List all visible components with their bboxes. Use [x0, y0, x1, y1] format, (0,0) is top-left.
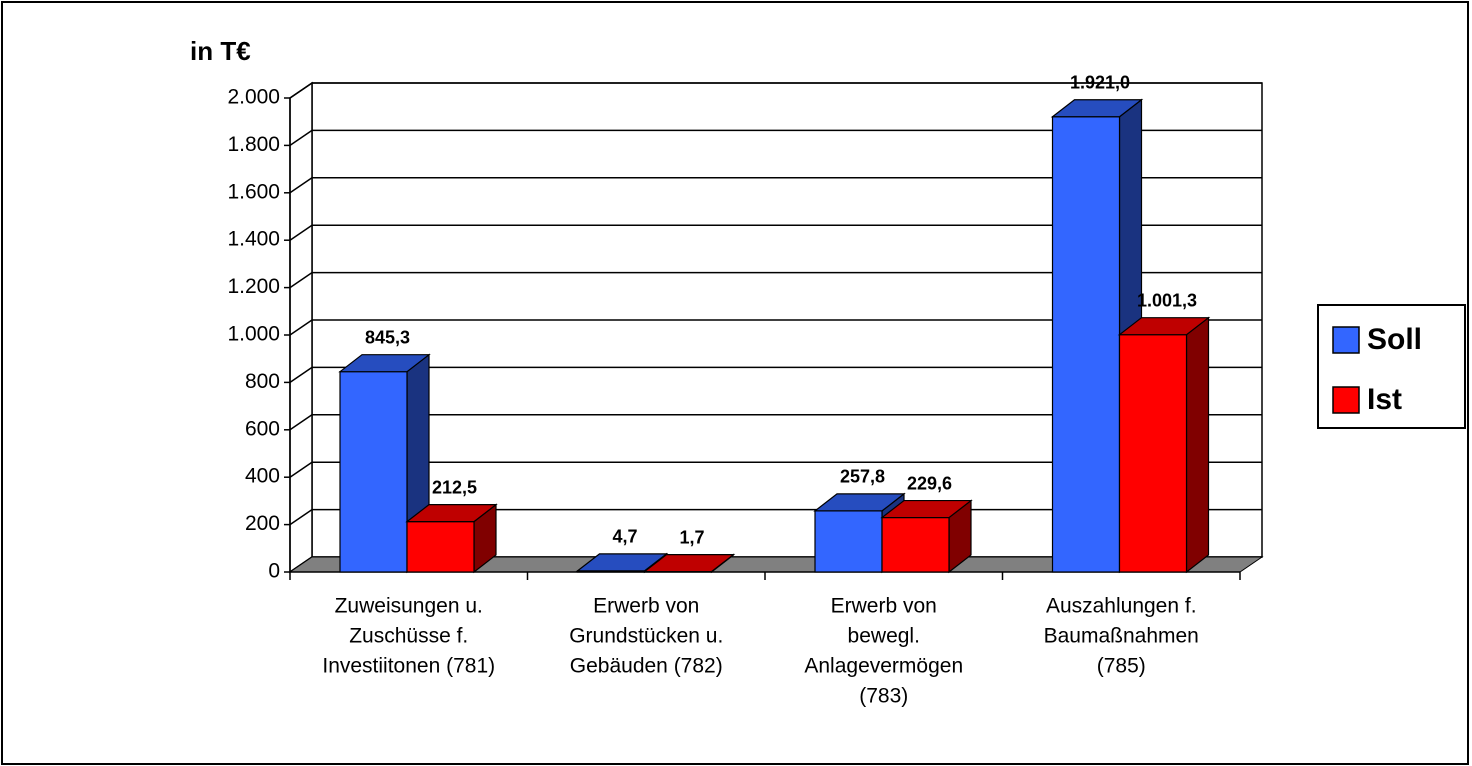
y-tick-label: 1.600: [227, 180, 280, 203]
bar-top: [575, 553, 669, 572]
y-tick-label: 0: [268, 560, 280, 583]
grid-line: [289, 271, 313, 289]
value-label: 4,7: [612, 527, 637, 547]
value-label: 229,6: [907, 473, 952, 493]
bar-top: [1050, 99, 1144, 118]
x-tick-label: Grundstücken u.: [569, 625, 723, 648]
value-label: 1,7: [679, 527, 704, 547]
y-tick-label: 400: [245, 465, 280, 488]
y-tick-label: 600: [245, 417, 280, 440]
x-tick-label: bewegl.: [848, 625, 920, 648]
y-tick-label: 1.400: [227, 228, 280, 251]
grid-line: [289, 508, 313, 526]
bar-top: [338, 354, 431, 373]
y-tick-label: 1.200: [227, 275, 280, 298]
x-tick-label: Baumaßnahmen: [1044, 625, 1199, 648]
grid-line: [289, 82, 313, 99]
y-tick-label: 1.000: [227, 323, 280, 346]
grid-line: [289, 414, 313, 431]
grid-line: [289, 366, 313, 384]
bar-top: [405, 504, 498, 523]
bar: [1051, 116, 1121, 573]
bar: [814, 510, 883, 573]
y-tick-label: 200: [245, 512, 280, 535]
value-label: 845,3: [365, 327, 410, 347]
x-tick-label: Gebäuden (782): [570, 655, 723, 678]
x-tick-label: (785): [1097, 655, 1146, 678]
grid-line: [289, 319, 313, 336]
bar: [1118, 334, 1188, 573]
bar-side: [1185, 316, 1210, 574]
y-axis-label: in T€: [190, 36, 251, 66]
x-tick-label: Erwerb von: [831, 595, 937, 618]
legend-label: Soll: [1367, 323, 1422, 356]
y-tick-label: 800: [245, 370, 280, 393]
bar-top: [813, 493, 906, 512]
value-label: 1.001,3: [1137, 290, 1197, 310]
x-tick-label: Zuweisungen u.: [335, 595, 483, 618]
bar-top: [1117, 317, 1211, 336]
x-tick-label: Erwerb von: [593, 595, 699, 618]
bar: [406, 521, 475, 573]
x-tick-label: Zuschüsse f.: [349, 625, 468, 648]
bar: [339, 371, 408, 573]
y-tick-label: 1.800: [227, 133, 280, 156]
x-tick-label: Anlagevermögen: [804, 655, 963, 678]
value-label: 1.921,0: [1070, 72, 1130, 92]
value-label: 257,8: [840, 467, 885, 487]
bar-top: [642, 553, 736, 573]
legend-swatch: [1332, 386, 1360, 414]
legend-label: Ist: [1367, 383, 1402, 416]
value-label: 212,5: [432, 477, 477, 497]
x-tick-label: Investiitonen (781): [322, 655, 495, 678]
grid-line: [289, 129, 313, 147]
grid-line: [289, 224, 313, 241]
grid-line: [289, 461, 313, 478]
bar: [881, 516, 950, 573]
bar-top: [880, 499, 973, 519]
x-tick-label: (783): [859, 685, 908, 708]
legend-swatch: [1332, 326, 1360, 354]
x-tick-label: Auszahlungen f.: [1046, 595, 1197, 618]
grid-line: [289, 177, 313, 194]
y-tick-label: 2.000: [227, 86, 280, 109]
